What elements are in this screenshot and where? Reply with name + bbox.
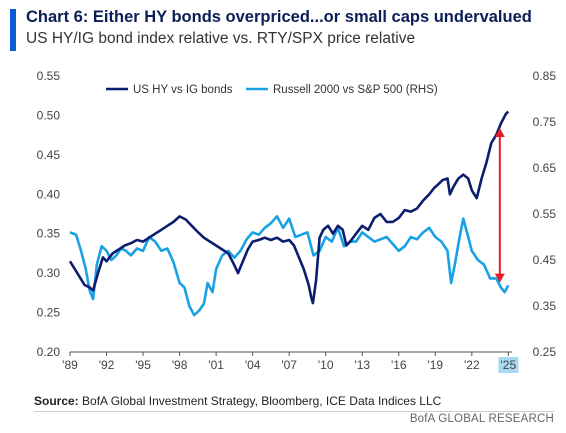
- series-line-rty-spx: [69, 215, 510, 317]
- series-line-hy-ig: [68, 110, 510, 305]
- x-tick-label: '10: [318, 358, 334, 372]
- y2-tick-label: 0.35: [533, 299, 557, 313]
- footer-divider: [34, 411, 554, 412]
- y-tick-label: 0.40: [37, 187, 61, 201]
- x-tick-label: '89: [62, 358, 78, 372]
- x-axis: '89 '92 '95 '98 '01 '04 '07 '10 '13 '16 '19 '22 '25: [62, 351, 519, 373]
- y2-tick-label: 0.75: [533, 115, 557, 129]
- y-tick-label: 0.55: [37, 69, 61, 83]
- x-tick-label: '19: [427, 358, 443, 372]
- x-tick-label: '16: [391, 358, 407, 372]
- gap-arrow: [494, 128, 505, 283]
- arrow-head-bottom: [494, 273, 505, 283]
- arrow-head-top: [494, 128, 505, 138]
- x-tick-label: '22: [464, 358, 480, 372]
- y2-tick-label: 0.25: [533, 345, 557, 359]
- y-tick-label: 0.25: [37, 306, 61, 320]
- chart-subtitle: US HY/IG bond index relative vs. RTY/SPX…: [26, 30, 416, 47]
- brand-label: BofA GLOBAL RESEARCH: [409, 413, 554, 425]
- x-tick-label: '98: [172, 358, 188, 372]
- x-tick-label: '13: [354, 358, 370, 372]
- title-accent-bar: [10, 9, 16, 51]
- y-tick-label: 0.45: [37, 148, 61, 162]
- y2-tick-label: 0.85: [533, 69, 557, 83]
- legend-label-hy-ig: US HY vs IG bonds: [133, 84, 233, 96]
- x-tick-label: '04: [245, 358, 261, 372]
- y-axis-right: 0.25 0.35 0.45 0.55 0.65 0.75 0.85: [533, 69, 557, 359]
- y-axis-left: 0.20 0.25 0.30 0.35 0.40 0.45 0.50 0.55: [37, 69, 61, 359]
- y2-tick-label: 0.45: [533, 253, 557, 267]
- x-tick-label: '01: [208, 358, 224, 372]
- legend-label-rty-spx: Russell 2000 vs S&P 500 (RHS): [273, 84, 438, 96]
- x-tick-label: '25: [501, 358, 517, 372]
- y-tick-label: 0.35: [37, 227, 61, 241]
- x-tick-highlight: [498, 357, 519, 373]
- y2-tick-label: 0.55: [533, 207, 557, 221]
- y-tick-label: 0.20: [37, 345, 61, 359]
- y2-tick-label: 0.65: [533, 161, 557, 175]
- source-note: Source: BofA Global Investment Strategy,…: [34, 394, 441, 408]
- legend: US HY vs IG bonds Russell 2000 vs S&P 500…: [106, 84, 438, 96]
- source-text: BofA Global Investment Strategy, Bloombe…: [82, 394, 442, 408]
- x-tick-label: '95: [135, 358, 151, 372]
- series-lines: [68, 110, 510, 317]
- chart-title: Chart 6: Either HY bonds overpriced...or…: [26, 8, 532, 26]
- x-tick-label: '07: [281, 358, 297, 372]
- chart-canvas: '89'92'95'98'01'04'07'10'13'16'19'22'25 …: [37, 69, 557, 373]
- y-tick-label: 0.30: [37, 266, 61, 280]
- y-tick-label: 0.50: [37, 108, 61, 122]
- source-label: Source:: [34, 394, 79, 408]
- x-tick-label: '92: [99, 358, 115, 372]
